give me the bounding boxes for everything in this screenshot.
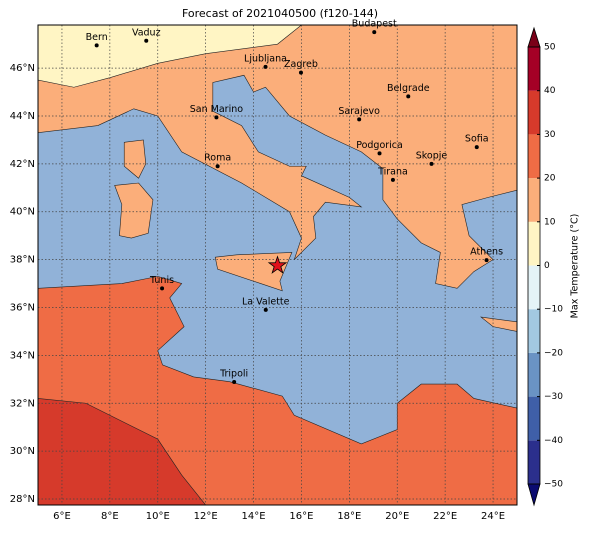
city-dot: [215, 164, 220, 169]
x-tick-label: 16°E: [289, 511, 313, 522]
city-dot: [484, 258, 489, 263]
event-star: [267, 255, 288, 274]
city-label: Athens: [470, 247, 503, 258]
city-label: Skopje: [416, 150, 448, 161]
crete: [480, 316, 517, 332]
colorbar-extend-high: [527, 26, 541, 48]
colorbar-tick-label: −10: [544, 305, 563, 315]
colorbar-band: [528, 440, 540, 484]
city-label: Ljubljana: [244, 53, 287, 64]
colorbar-band: [528, 47, 540, 91]
city-dot: [263, 64, 268, 69]
colorbar-band: [528, 221, 540, 266]
y-tick-label: 38°N: [10, 255, 35, 266]
city-label: Belgrade: [387, 83, 430, 94]
city-label: Bern: [86, 32, 108, 43]
city-label: Zagreb: [284, 59, 318, 70]
x-tick-label: 10°E: [146, 511, 170, 522]
city-label: Budapest: [352, 19, 397, 30]
y-tick-label: 32°N: [10, 398, 35, 409]
y-tick-label: 28°N: [10, 494, 35, 505]
city-label: Sofia: [465, 134, 489, 145]
city-dot: [263, 307, 268, 312]
x-tick-label: 12°E: [194, 511, 218, 522]
corsica: [123, 139, 147, 179]
x-tick-label: 22°E: [433, 511, 457, 522]
city-dot: [429, 161, 434, 166]
city-dot: [214, 115, 219, 120]
colorbar-tick-label: 10: [544, 217, 556, 227]
title: Forecast of 2021040500 (f120-144): [182, 7, 378, 20]
city-label: Roma: [204, 153, 231, 164]
sicily: [214, 252, 293, 292]
colorbar-label: Max Temperature (°C): [570, 214, 581, 319]
x-tick-label: 6°E: [53, 511, 71, 522]
y-tick-label: 40°N: [10, 207, 35, 218]
colorbar-tick-label: −20: [544, 348, 563, 358]
city-label: Tripoli: [219, 368, 248, 379]
city-dot: [474, 145, 479, 150]
city-dot: [390, 177, 395, 182]
colorbar-band: [528, 265, 540, 310]
colorbar-band: [528, 178, 540, 222]
x-tick-label: 14°E: [242, 511, 266, 522]
colorbar-band: [528, 90, 540, 135]
city-dot: [372, 30, 377, 35]
city-dot: [160, 286, 165, 291]
y-tick-label: 36°N: [10, 302, 35, 313]
y-tick-label: 46°N: [10, 63, 35, 74]
city-dot: [406, 94, 411, 99]
sahara-hot: [38, 398, 207, 505]
alps: [38, 25, 302, 88]
colorbar-tick-label: −40: [544, 436, 563, 446]
city-label: Tunis: [149, 275, 174, 286]
city-label: Tirana: [377, 166, 408, 177]
city-label: Podgorica: [356, 140, 403, 151]
colorbar-band: [528, 134, 540, 179]
city-label: Sarajevo: [338, 106, 380, 117]
x-tick-label: 24°E: [481, 511, 505, 522]
y-tick-label: 34°N: [10, 350, 35, 361]
colorbar-tick-label: 20: [544, 174, 556, 184]
city-dot: [144, 38, 149, 43]
colorbar-tick-label: 0: [544, 261, 550, 271]
colorbar-tick-label: 50: [544, 43, 556, 53]
city-dot: [94, 43, 99, 48]
city-dot: [377, 151, 382, 156]
city-label: San Marino: [190, 104, 243, 115]
sardinia: [114, 182, 154, 239]
y-tick-label: 30°N: [10, 446, 35, 457]
x-tick-label: 20°E: [385, 511, 409, 522]
y-tick-label: 42°N: [10, 159, 35, 170]
colorbar-tick-label: −30: [544, 392, 563, 402]
city-dot: [232, 379, 237, 384]
city-dot: [357, 117, 362, 122]
colorbar-band: [528, 352, 540, 397]
city-label: Vaduz: [132, 27, 161, 38]
x-tick-label: 8°E: [101, 511, 119, 522]
colorbar-extend-low: [527, 483, 541, 507]
colorbar-tick-label: 40: [544, 86, 556, 96]
x-tick-label: 18°E: [337, 511, 361, 522]
city-dot: [298, 70, 303, 75]
city-label: La Valette: [242, 296, 290, 307]
map-frame: [37, 24, 518, 506]
colorbar-band: [528, 396, 540, 441]
colorbar-band: [528, 309, 540, 353]
colorbar-tick-label: 30: [544, 130, 556, 140]
overlay: 6°E 8°E 10°E 12°E 14°E 16°E 18°E 20°E 22°E 24°E 28…: [10, 19, 581, 522]
y-tick-label: 44°N: [10, 111, 35, 122]
map: [38, 25, 517, 505]
colorbar-tick-label: −50: [544, 480, 563, 490]
